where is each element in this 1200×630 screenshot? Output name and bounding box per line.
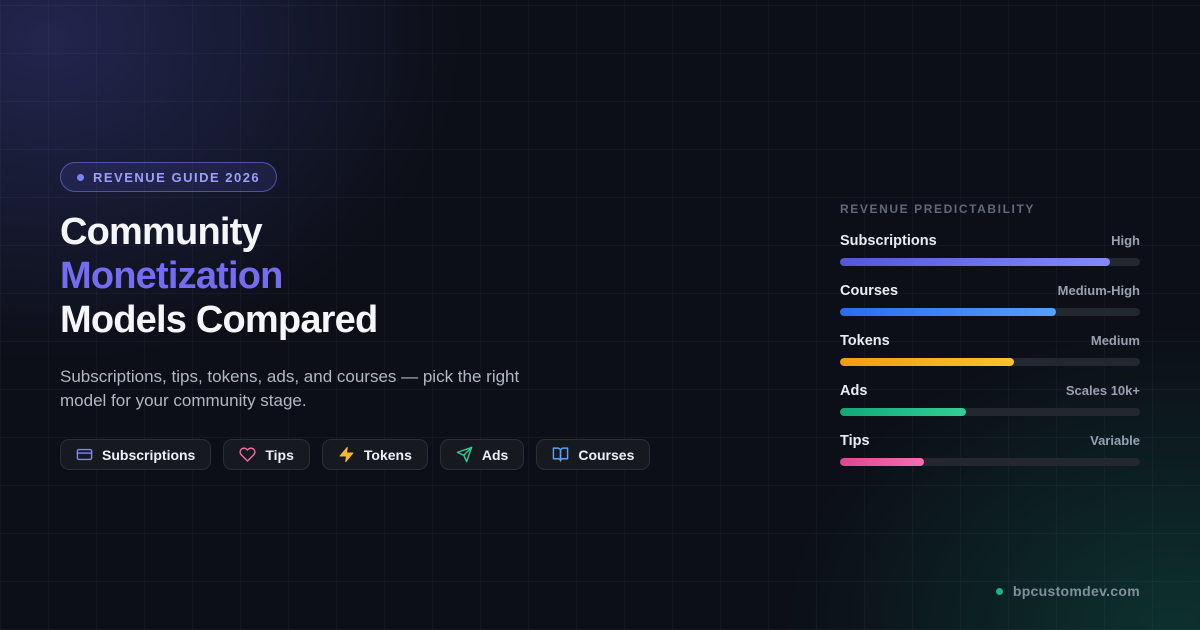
model-pills: Subscriptions Tips Tokens Ads — [60, 439, 651, 470]
pill-ads[interactable]: Ads — [439, 439, 525, 470]
predictability-row-courses: Courses Medium-High — [840, 283, 1140, 316]
row-value: Variable — [1090, 433, 1140, 448]
revenue-guide-badge: REVENUE GUIDE 2026 — [60, 162, 278, 192]
predictability-row-tokens: Tokens Medium — [840, 333, 1140, 366]
row-label: Tips — [840, 433, 870, 449]
row-label: Ads — [840, 383, 868, 399]
row-label: Subscriptions — [840, 233, 937, 249]
predictability-row-ads: Ads Scales 10k+ — [840, 383, 1140, 416]
bar-track — [840, 458, 1140, 466]
predictability-row-tips: Tips Variable — [840, 433, 1140, 466]
badge-dot-icon — [77, 173, 84, 181]
heart-icon — [239, 446, 256, 463]
revenue-predictability-panel: REVENUE PREDICTABILITY Subscriptions Hig… — [840, 202, 1140, 466]
title-line-3: Models Compared — [60, 299, 378, 341]
pill-subscriptions[interactable]: Subscriptions — [60, 439, 212, 470]
pill-label: Courses — [578, 446, 635, 463]
row-label: Tokens — [840, 333, 890, 349]
book-open-icon — [552, 446, 569, 463]
credit-card-icon — [76, 446, 93, 463]
bar-track — [840, 258, 1140, 266]
row-value: Medium — [1090, 333, 1140, 348]
pill-label: Tokens — [363, 446, 412, 463]
predictability-row-subscriptions: Subscriptions High — [840, 233, 1140, 266]
row-label: Courses — [840, 283, 899, 299]
pill-courses[interactable]: Courses — [536, 439, 651, 470]
pill-label: Subscriptions — [102, 446, 196, 463]
brand-dot-icon — [995, 587, 1003, 595]
site-url[interactable]: bpcustomdev.com — [1012, 583, 1140, 599]
bar-fill — [840, 258, 1110, 266]
zap-icon — [338, 446, 355, 463]
page-title: Community Monetization Models Compared — [60, 210, 620, 342]
hero-section: REVENUE GUIDE 2026 Community Monetizatio… — [60, 162, 651, 470]
send-icon — [456, 446, 473, 463]
row-value: Scales 10k+ — [1065, 383, 1140, 398]
bar-fill — [840, 458, 924, 466]
footer-brand: bpcustomdev.com — [995, 583, 1140, 599]
pill-tips[interactable]: Tips — [223, 439, 310, 470]
pill-label: Tips — [265, 446, 294, 463]
row-value: High — [1111, 233, 1140, 248]
bar-fill — [840, 308, 1056, 316]
badge-label: REVENUE GUIDE 2026 — [93, 169, 261, 185]
bar-track — [840, 308, 1140, 316]
bar-fill — [840, 358, 1014, 366]
pill-label: Ads — [481, 446, 509, 463]
bar-track — [840, 408, 1140, 416]
pill-tokens[interactable]: Tokens — [321, 439, 428, 470]
bar-track — [840, 358, 1140, 366]
title-line-1: Community — [60, 211, 263, 253]
bar-fill — [840, 408, 966, 416]
panel-title: REVENUE PREDICTABILITY — [840, 202, 1035, 216]
row-value: Medium-High — [1057, 283, 1140, 298]
title-line-2: Monetization — [60, 255, 283, 297]
subtitle: Subscriptions, tips, tokens, ads, and co… — [60, 367, 520, 410]
